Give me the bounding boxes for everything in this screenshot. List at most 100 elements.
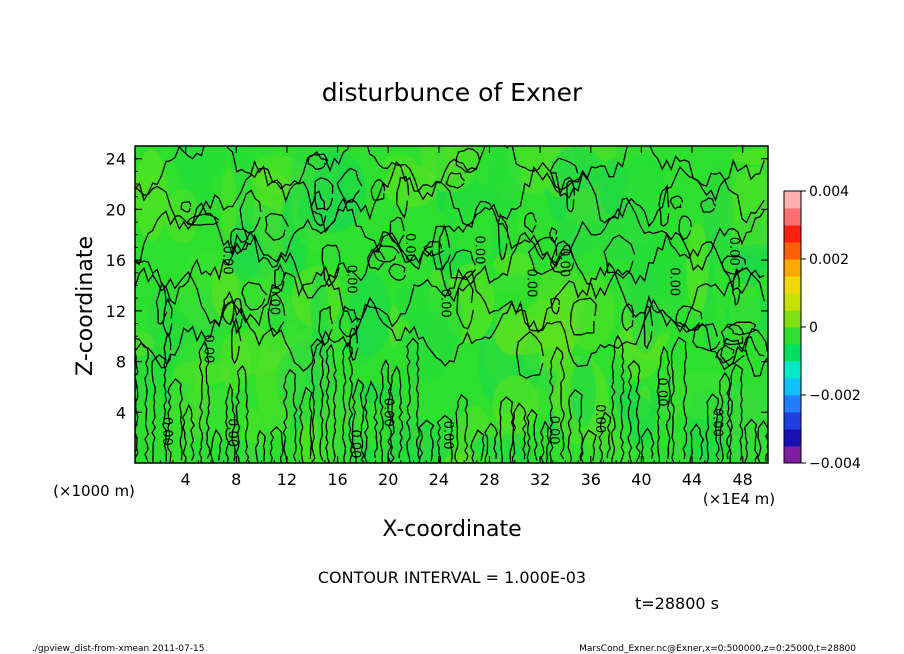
field-patch [609,380,629,403]
contour-line [166,378,183,463]
contour-line [231,316,242,365]
field-patch [730,148,768,165]
x-tick-label: 8 [231,470,241,489]
contour-line [336,167,363,204]
contour-line [692,323,721,352]
colorbar-band [784,310,801,328]
contour-line [689,423,705,463]
contour-line [135,262,765,334]
contour-line [198,340,211,463]
contour-label: 0.00 [726,237,741,266]
x-axis-label: X-coordinate [382,517,521,542]
colorbar-band [784,191,801,209]
y-tick-label: 16 [106,251,126,270]
x-tick-label: 24 [429,470,449,489]
colorbar-band [784,259,801,277]
contour-labels: 0.00 0.00 0.00 0.00 0.00 0.00 0.00 0.00 0.00 0.00… [159,233,741,458]
contour-label: 0.00 [344,265,359,294]
contour-line [456,275,474,330]
x-unit-left: (×1000 m) [53,482,135,500]
contour-line [310,337,325,463]
contour-line [743,418,759,463]
field-patch [382,155,417,173]
contour-line [511,402,528,463]
contour-line [726,321,757,336]
field-patch [562,232,588,260]
contour-line [264,212,289,241]
colorbar-band [784,412,801,430]
contour-line [728,363,744,463]
contour-line [549,157,580,191]
field-patch [624,235,686,337]
contour-line [523,211,537,234]
contour-line [579,429,597,463]
x-tick-label: 32 [530,470,550,489]
contour-line [254,429,266,463]
contour-line [298,386,313,463]
contour-line [222,290,236,326]
field-patch [395,318,410,338]
footer-left: ./gpview_dist-from-xmean 2011-07-15 [32,644,204,654]
contour-line [351,378,365,463]
contour-line [366,248,386,271]
contour-line [241,281,268,311]
contour-label: 0.00 [201,334,216,363]
contour-line [321,244,341,288]
contour-line [373,245,400,263]
field-patch [718,381,766,463]
time-label: t=28800 s [635,594,719,613]
contour-label: 0.00 [556,248,571,277]
contour-line [656,345,671,463]
field-patch [733,244,768,272]
contour-line [163,331,172,364]
contour-line [325,343,337,463]
contour-line [720,323,745,346]
plot-area: 0.00 0.00 0.00 0.00 0.00 0.00 0.00 0.00 0.00 0.00… [134,145,769,464]
contour-line [669,195,684,210]
contour-line [627,359,641,463]
contour-line [224,383,236,463]
contour-line [389,365,404,463]
contour-line [569,297,597,336]
x-tick-label: 40 [631,470,651,489]
contour-line [640,427,655,463]
contour-line [744,328,768,378]
contour-line [155,281,168,325]
field-patch [487,146,522,229]
contour-line [699,197,717,213]
contour-line [515,330,544,379]
field-patch [135,331,155,357]
footer-right: MarsCond_Exner.nc@Exner,x=0:500000,z=0:2… [579,644,856,654]
contour-line [675,305,703,333]
contour-line [210,428,223,463]
contour-line [267,293,286,338]
contour-line [418,419,435,463]
field-patch [164,188,200,244]
contour-line [282,368,298,463]
contour-label: 0.00 [159,417,174,446]
contour-line [389,216,405,245]
contour-line [370,178,386,201]
contour-label: 0.00 [437,289,452,318]
colorbar-bands [784,191,801,464]
contour-label: 0.00 [592,404,607,433]
field-patch [703,164,734,266]
field-patch [620,153,666,244]
x-tick-label: 4 [181,470,191,489]
contour-line [182,403,195,463]
contour-label: 0.00 [225,418,240,447]
contour-label: 0.00 [266,286,281,315]
y-tick-label: 8 [116,353,126,372]
field-patch [165,368,194,463]
contour-label: 0.00 [667,267,682,296]
contour-line [235,364,250,463]
contour-line [314,177,334,211]
x-tick-label: 44 [682,470,702,489]
contour-line [603,234,636,279]
y-axis-label: Z-coordinate [73,236,98,376]
contour-line [135,296,765,372]
contour-line [231,297,243,335]
y-tick-label: 12 [106,302,126,321]
contour-label: 0.00 [380,398,395,427]
chart-title: disturbunce of Exner [322,78,583,107]
